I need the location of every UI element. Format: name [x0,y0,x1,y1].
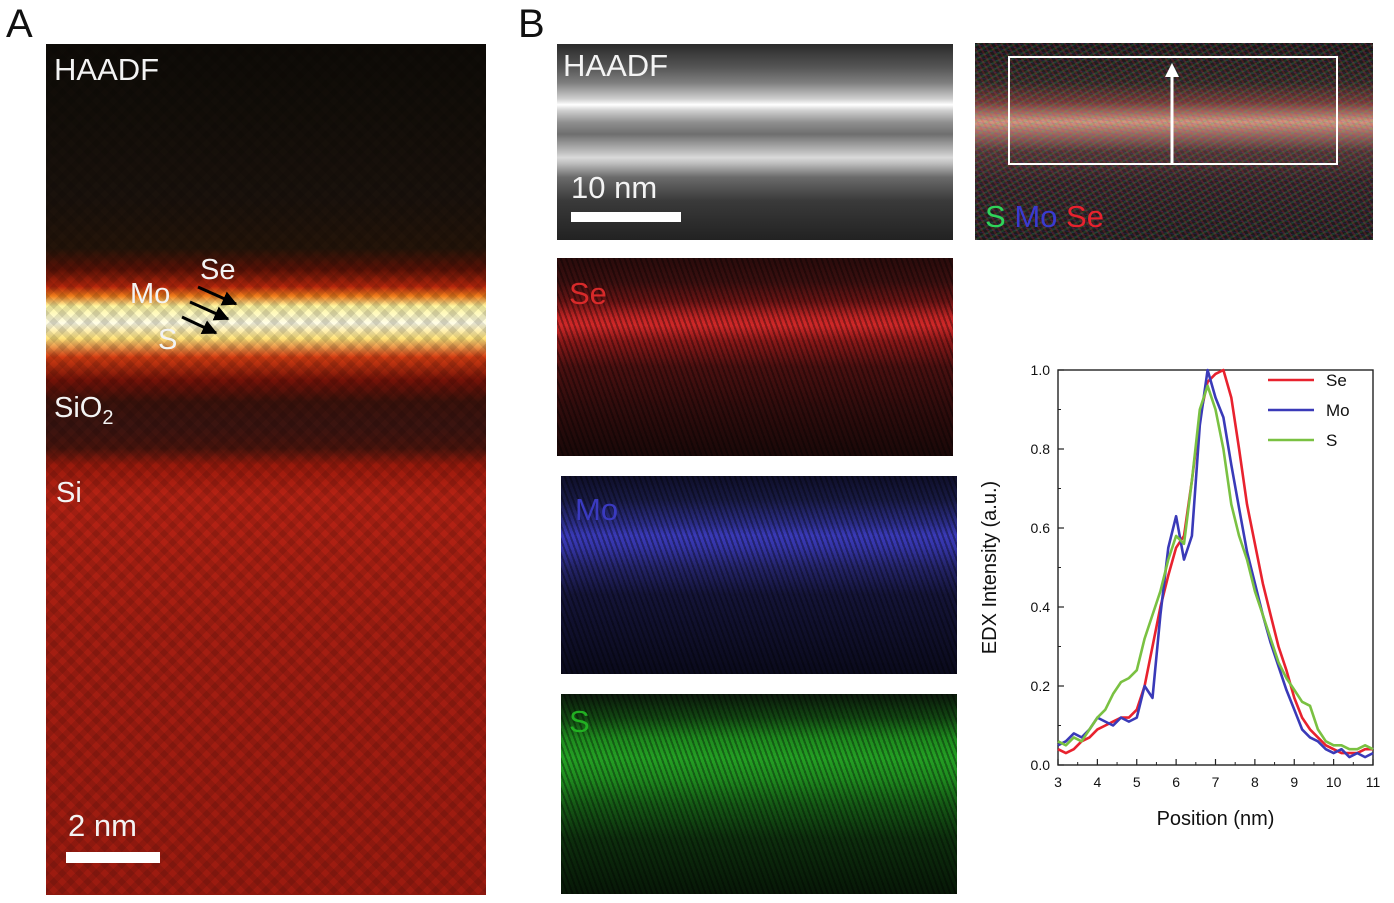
x-tick-label: 3 [1054,774,1062,790]
line-scan-box [1008,56,1338,165]
line-scan-arrow [1165,63,1179,163]
panel-letter-a: A [6,2,33,46]
x-tick-label: 6 [1172,774,1180,790]
legend-label-mo: Mo [1326,401,1350,420]
edx-composite-map: S Mo Se [975,43,1373,240]
scale-bar-10nm [571,212,681,222]
panel-letter-b: B [518,2,545,46]
series-line-s [1057,384,1374,751]
y-tick-label: 0.2 [1031,678,1051,694]
composite-se-label: Se [1066,199,1104,234]
x-tick-label: 9 [1290,774,1298,790]
haadf-label-b: HAADF [563,48,669,83]
si-label: Si [56,477,82,509]
composite-mo-label: Mo [1014,199,1058,234]
arrow-s [181,315,218,335]
y-axis-label: EDX Intensity (a.u.) [979,481,1001,654]
s-edx-map: S [561,694,957,894]
edx-line-profile-chart: 0.0 0.2 0.4 0.6 0.8 1.0 3 4 5 6 7 8 9 10 11 Position (n… [979,362,1381,830]
composite-legend: S Mo Se [985,201,1104,232]
arrow-mo [189,300,230,321]
se-map-label: Se [569,276,607,311]
mo-edx-map: Mo [561,476,957,674]
sio2-subscript: 2 [102,406,114,429]
x-tick-label: 4 [1093,774,1101,790]
series-line-mo [1057,368,1374,759]
composite-s-label: S [985,199,1006,234]
sio2-main: SiO [54,392,103,424]
y-tick-label: 0.8 [1031,441,1051,457]
layer-arrows [181,285,238,335]
y-tick-label: 1.0 [1031,362,1051,378]
x-tick-label: 5 [1133,774,1141,790]
plot-frame [1057,369,1374,766]
y-tick-label: 0.0 [1031,757,1051,773]
se-edx-map: Se [557,258,953,456]
scale-bar-2nm [66,852,160,863]
haadf-cross-section-image: HAADF Se Mo S SiO2 Si 2 nm [46,44,486,895]
mo-layer-label: Mo [130,278,171,310]
se-layer-label: Se [200,254,236,286]
sio2-label: SiO2 [54,394,113,428]
y-tick-label: 0.6 [1031,520,1051,536]
x-tick-label: 11 [1366,774,1381,790]
haadf-label: HAADF [54,52,160,87]
legend-label-s: S [1326,431,1337,450]
s-map-label: S [569,704,590,739]
x-axis-label: Position (nm) [1157,808,1275,830]
s-layer-label: S [158,324,178,356]
x-tick-label: 10 [1326,774,1342,790]
mo-map-label: Mo [575,492,619,527]
arrow-se [197,285,238,306]
y-tick-label: 0.4 [1031,599,1051,615]
x-tick-label: 7 [1212,774,1220,790]
series-line-se [1057,368,1373,755]
legend-label-se: Se [1326,371,1347,390]
haadf-overview-image: HAADF 10 nm [557,44,953,240]
x-tick-label: 8 [1251,774,1259,790]
scale-label-2nm: 2 nm [68,808,137,843]
scale-label-10nm: 10 nm [571,170,658,205]
